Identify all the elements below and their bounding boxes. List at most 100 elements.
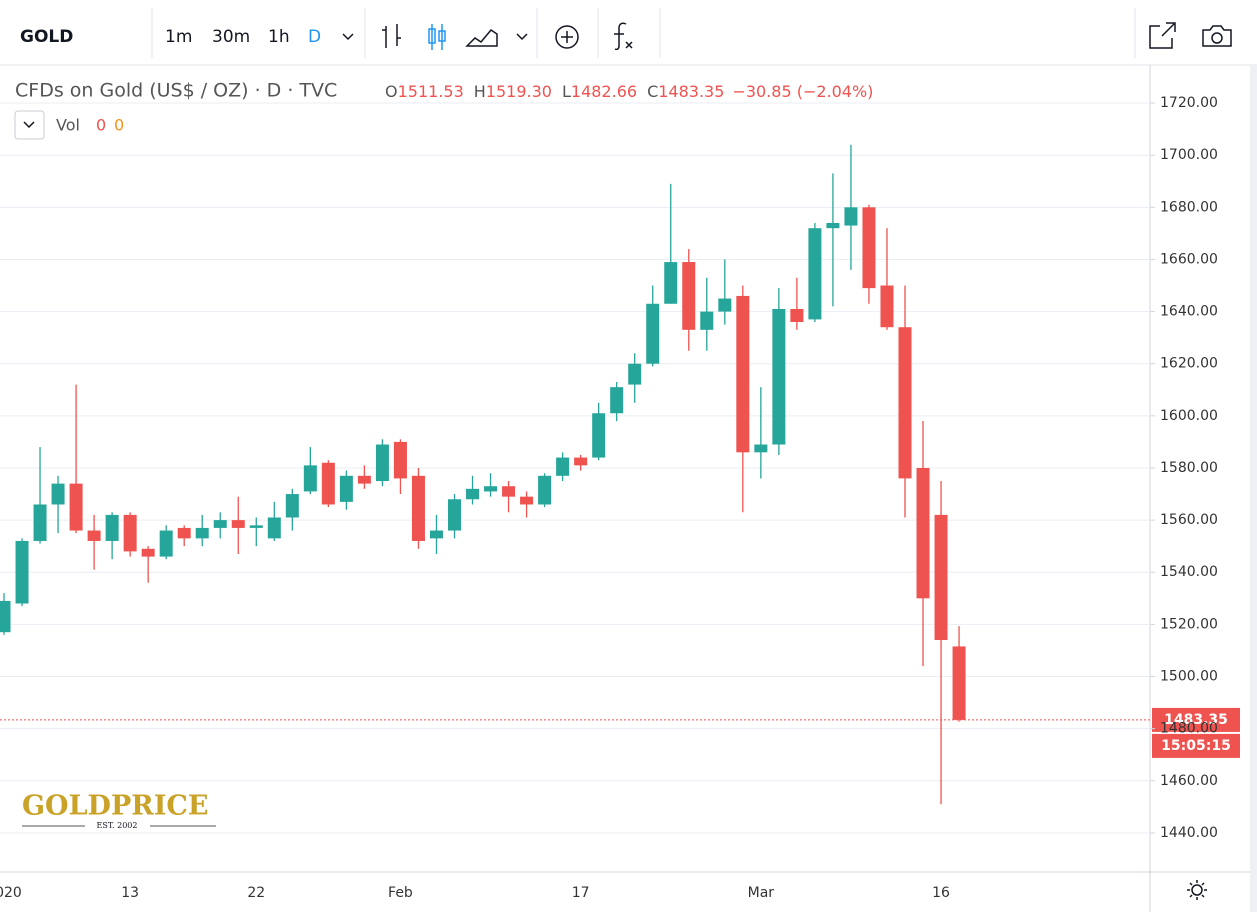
- volume-value: 0: [114, 116, 124, 135]
- area-icon[interactable]: [465, 29, 498, 47]
- bars-icon[interactable]: [382, 24, 401, 48]
- settings-icon[interactable]: [1187, 880, 1207, 900]
- legend-item: O: [385, 82, 398, 101]
- candle-body: [718, 298, 732, 312]
- candle-body: [952, 646, 966, 720]
- candle-body: [682, 262, 696, 330]
- candle-body: [357, 475, 371, 484]
- watermark-name: GOLDPRICE: [22, 791, 208, 822]
- chart-title: CFDs on Gold (US$ / OZ) · D · TVC: [15, 80, 337, 102]
- candle-body: [393, 441, 407, 479]
- x-tick-label: 2020: [0, 885, 22, 901]
- candle-body: [790, 308, 804, 323]
- candles-icon[interactable]: [428, 28, 436, 44]
- x-tick-label: 16: [932, 885, 950, 901]
- y-tick-label: 1500.00: [1160, 669, 1218, 685]
- y-tick-label: 1540.00: [1160, 564, 1218, 580]
- compare-icon[interactable]: [555, 25, 579, 49]
- candle-body: [321, 462, 335, 505]
- candle-body: [574, 457, 588, 466]
- dropdown[interactable]: [516, 33, 528, 41]
- y-tick-label: 1440.00: [1160, 825, 1218, 841]
- candle-body: [466, 488, 480, 500]
- candle-body: [0, 600, 11, 633]
- x-tick-label: Mar: [748, 885, 775, 901]
- candle-body: [502, 486, 516, 497]
- legend-item: C: [647, 82, 658, 101]
- legend-toggle-icon[interactable]: [23, 121, 35, 129]
- candle-body: [934, 514, 948, 641]
- candle-body: [69, 483, 83, 531]
- candle-body: [916, 467, 930, 599]
- candle-body: [267, 517, 281, 539]
- legend-item: L: [562, 82, 571, 101]
- legend-item: −30.85 (−2.04%): [732, 82, 873, 101]
- volume-value: 0: [96, 116, 106, 135]
- candle-body: [285, 494, 299, 518]
- countdown-tag: [1152, 733, 1240, 758]
- legend-item: 1519.30: [486, 82, 552, 101]
- candle-body: [375, 444, 389, 482]
- volume-label: Vol: [56, 116, 80, 135]
- candle-body: [772, 308, 786, 445]
- interval[interactable]: 1m: [165, 27, 192, 47]
- candle-body: [123, 514, 137, 552]
- x-tick-label: 17: [572, 885, 590, 901]
- x-tick-label: 13: [121, 885, 139, 901]
- interval[interactable]: 30m: [212, 27, 250, 47]
- watermark: GOLDPRICE EST. 2002: [22, 791, 216, 830]
- price-tag: [1152, 707, 1240, 732]
- snapshot-icon[interactable]: [1202, 25, 1232, 47]
- ohlc-legend: O1511.53 H1519.30 L1482.66 C1483.35 −30.85 (…: [385, 82, 873, 101]
- candle-body: [556, 457, 570, 476]
- interval-active[interactable]: D: [308, 27, 321, 47]
- candle-body: [105, 514, 119, 541]
- compare-icon[interactable]: [561, 31, 573, 43]
- candle-body: [520, 496, 534, 505]
- candle-body: [87, 530, 101, 541]
- y-tick-label: 1480.00: [1160, 721, 1218, 737]
- candle-body: [646, 303, 660, 364]
- candle-body: [195, 527, 209, 539]
- candle-body: [700, 311, 714, 330]
- candle-body: [826, 222, 840, 229]
- candle-body: [592, 413, 606, 458]
- snapshot-icon[interactable]: [1211, 32, 1223, 44]
- dropdown[interactable]: [342, 33, 354, 41]
- x-tick-label: Feb: [388, 885, 413, 901]
- y-tick-label: 1520.00: [1160, 616, 1218, 632]
- candle-body: [484, 486, 498, 492]
- candle-body: [610, 387, 624, 414]
- symbol[interactable]: GOLD: [20, 27, 73, 47]
- y-tick-label: 1680.00: [1160, 199, 1218, 215]
- indicators-icon[interactable]: [614, 22, 633, 51]
- interval[interactable]: 1h: [268, 27, 290, 47]
- candle-body: [51, 483, 65, 505]
- candle-body: [862, 207, 876, 289]
- fullscreen-icon[interactable]: [1149, 22, 1176, 49]
- y-tick-label: 1560.00: [1160, 512, 1218, 528]
- y-tick-label: 1700.00: [1160, 147, 1218, 163]
- watermark-est: EST. 2002: [97, 821, 138, 830]
- y-tick-label: 1460.00: [1160, 773, 1218, 789]
- candles: [0, 144, 1150, 805]
- legend-toggle[interactable]: [14, 110, 45, 140]
- toolbar: GOLD 1m 30m 1h D: [0, 8, 1257, 66]
- candle-body: [448, 499, 461, 531]
- candle-body: [664, 262, 678, 304]
- grid: [0, 102, 1150, 834]
- candle-body: [429, 530, 443, 539]
- candle-body: [628, 363, 642, 385]
- price-tag-label: 1483.35: [1164, 712, 1228, 728]
- settings-icon[interactable]: [1191, 884, 1203, 896]
- y-tick-label: 1640.00: [1160, 304, 1218, 320]
- candle-body: [231, 520, 245, 528]
- y-tick-label: 1720.00: [1160, 95, 1218, 111]
- candles-icon[interactable]: [438, 30, 446, 42]
- candle-body: [303, 465, 317, 492]
- candle-body: [538, 475, 552, 505]
- candle-body: [159, 530, 173, 557]
- candle-body: [15, 540, 29, 604]
